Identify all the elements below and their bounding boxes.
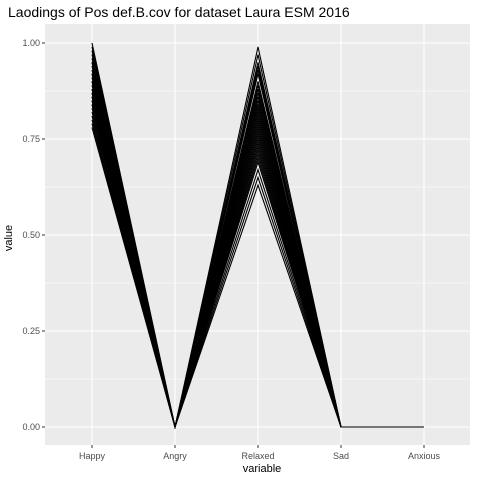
y-tick-label: 0.25 — [22, 326, 40, 336]
y-tick-label: 0.00 — [22, 422, 40, 432]
x-tick-label: Happy — [79, 451, 106, 461]
y-tick-label: 1.00 — [22, 38, 40, 48]
y-tick-label: 0.75 — [22, 134, 40, 144]
y-axis-title: value — [3, 225, 15, 251]
x-axis: Happy Angry Relaxed Sad Anxious — [79, 445, 441, 461]
x-tick-label: Angry — [163, 451, 187, 461]
series-lines — [91, 42, 424, 430]
y-tick-label: 0.50 — [22, 230, 40, 240]
x-tick-label: Sad — [333, 451, 349, 461]
x-axis-title: variable — [243, 463, 282, 475]
chart-title: Laodings of Pos def.B.cov for dataset La… — [8, 4, 350, 20]
series-line — [91, 127, 424, 429]
x-tick-label: Relaxed — [241, 451, 274, 461]
y-axis: 0.00 0.25 0.50 0.75 1.00 — [22, 38, 45, 432]
x-tick-label: Anxious — [408, 451, 441, 461]
